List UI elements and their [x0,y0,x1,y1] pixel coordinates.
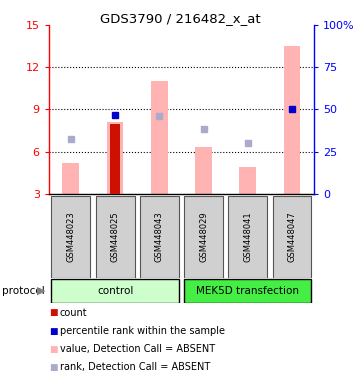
FancyBboxPatch shape [96,196,135,278]
Text: GSM448025: GSM448025 [110,212,119,262]
Text: GSM448029: GSM448029 [199,212,208,262]
Text: ▶: ▶ [37,286,46,296]
Text: percentile rank within the sample: percentile rank within the sample [60,326,225,336]
Text: ■: ■ [49,326,57,336]
FancyBboxPatch shape [184,279,312,303]
Text: ■: ■ [49,308,57,318]
FancyBboxPatch shape [184,196,223,278]
Bar [283,46,300,194]
Text: control: control [97,286,133,296]
Bar [62,163,79,194]
Bar [110,124,120,194]
Bar [239,167,256,194]
Text: ■: ■ [49,344,57,354]
Text: MEK5D transfection: MEK5D transfection [196,286,299,296]
FancyBboxPatch shape [273,196,312,278]
Text: count: count [60,308,87,318]
FancyBboxPatch shape [228,196,267,278]
FancyBboxPatch shape [51,279,179,303]
FancyBboxPatch shape [51,196,90,278]
Text: GSM448041: GSM448041 [243,212,252,262]
Bar [195,147,212,194]
Text: GSM448047: GSM448047 [287,212,296,263]
Bar [151,81,168,194]
Text: protocol: protocol [2,286,44,296]
Text: GDS3790 / 216482_x_at: GDS3790 / 216482_x_at [100,12,261,25]
Text: rank, Detection Call = ABSENT: rank, Detection Call = ABSENT [60,362,210,372]
Text: GSM448023: GSM448023 [66,212,75,263]
Bar [106,122,123,194]
Text: GSM448043: GSM448043 [155,212,164,263]
Text: ■: ■ [49,362,57,372]
Text: value, Detection Call = ABSENT: value, Detection Call = ABSENT [60,344,215,354]
FancyBboxPatch shape [140,196,179,278]
